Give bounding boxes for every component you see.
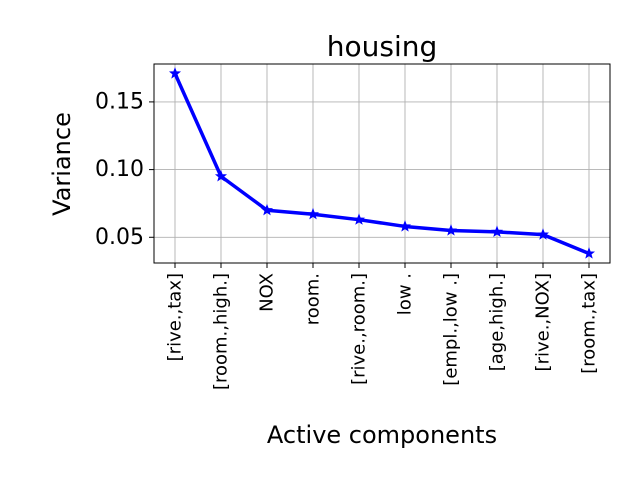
data-point-marker	[582, 247, 596, 259]
y-tick-label: 0.15	[95, 89, 144, 114]
data-point-marker	[306, 207, 320, 220]
series-layer	[168, 67, 596, 259]
chart-title: housing	[327, 30, 438, 63]
x-tick-label: low .	[395, 273, 416, 315]
y-tick-labels: 0.05 0.10 0.15	[95, 89, 144, 249]
axis-ticks	[149, 101, 590, 268]
data-point-marker	[536, 228, 550, 240]
data-point-marker	[168, 67, 182, 79]
data-point-marker	[490, 225, 504, 237]
data-point-marker	[444, 224, 458, 236]
x-tick-labels: [rive.,tax] [room.,high.] NOX room. [rive.,r…	[165, 273, 600, 390]
y-axis-label: Variance	[48, 112, 76, 216]
series-line	[173, 71, 591, 256]
x-tick-label: [room.,high.]	[211, 273, 232, 390]
x-tick-label: [rive.,tax]	[165, 273, 186, 361]
y-tick-label: 0.05	[95, 225, 144, 250]
plot-frame	[153, 63, 611, 264]
x-tick-label: [age,high.]	[487, 273, 508, 371]
grid-lines	[154, 64, 610, 263]
data-point-marker	[352, 213, 366, 225]
x-tick-label: [empl.,low .]	[441, 273, 462, 386]
x-tick-label: room.	[303, 273, 324, 325]
x-tick-label: [rive.,room.]	[349, 273, 370, 385]
data-point-marker	[214, 170, 228, 182]
y-tick-label: 0.10	[95, 157, 144, 182]
x-tick-label: [rive.,NOX]	[533, 273, 554, 371]
x-axis-label: Active components	[267, 421, 497, 449]
x-tick-label: NOX	[257, 273, 278, 312]
x-tick-label: [room.,tax]	[579, 273, 600, 374]
data-point-marker	[398, 220, 412, 232]
data-point-marker	[260, 203, 274, 216]
